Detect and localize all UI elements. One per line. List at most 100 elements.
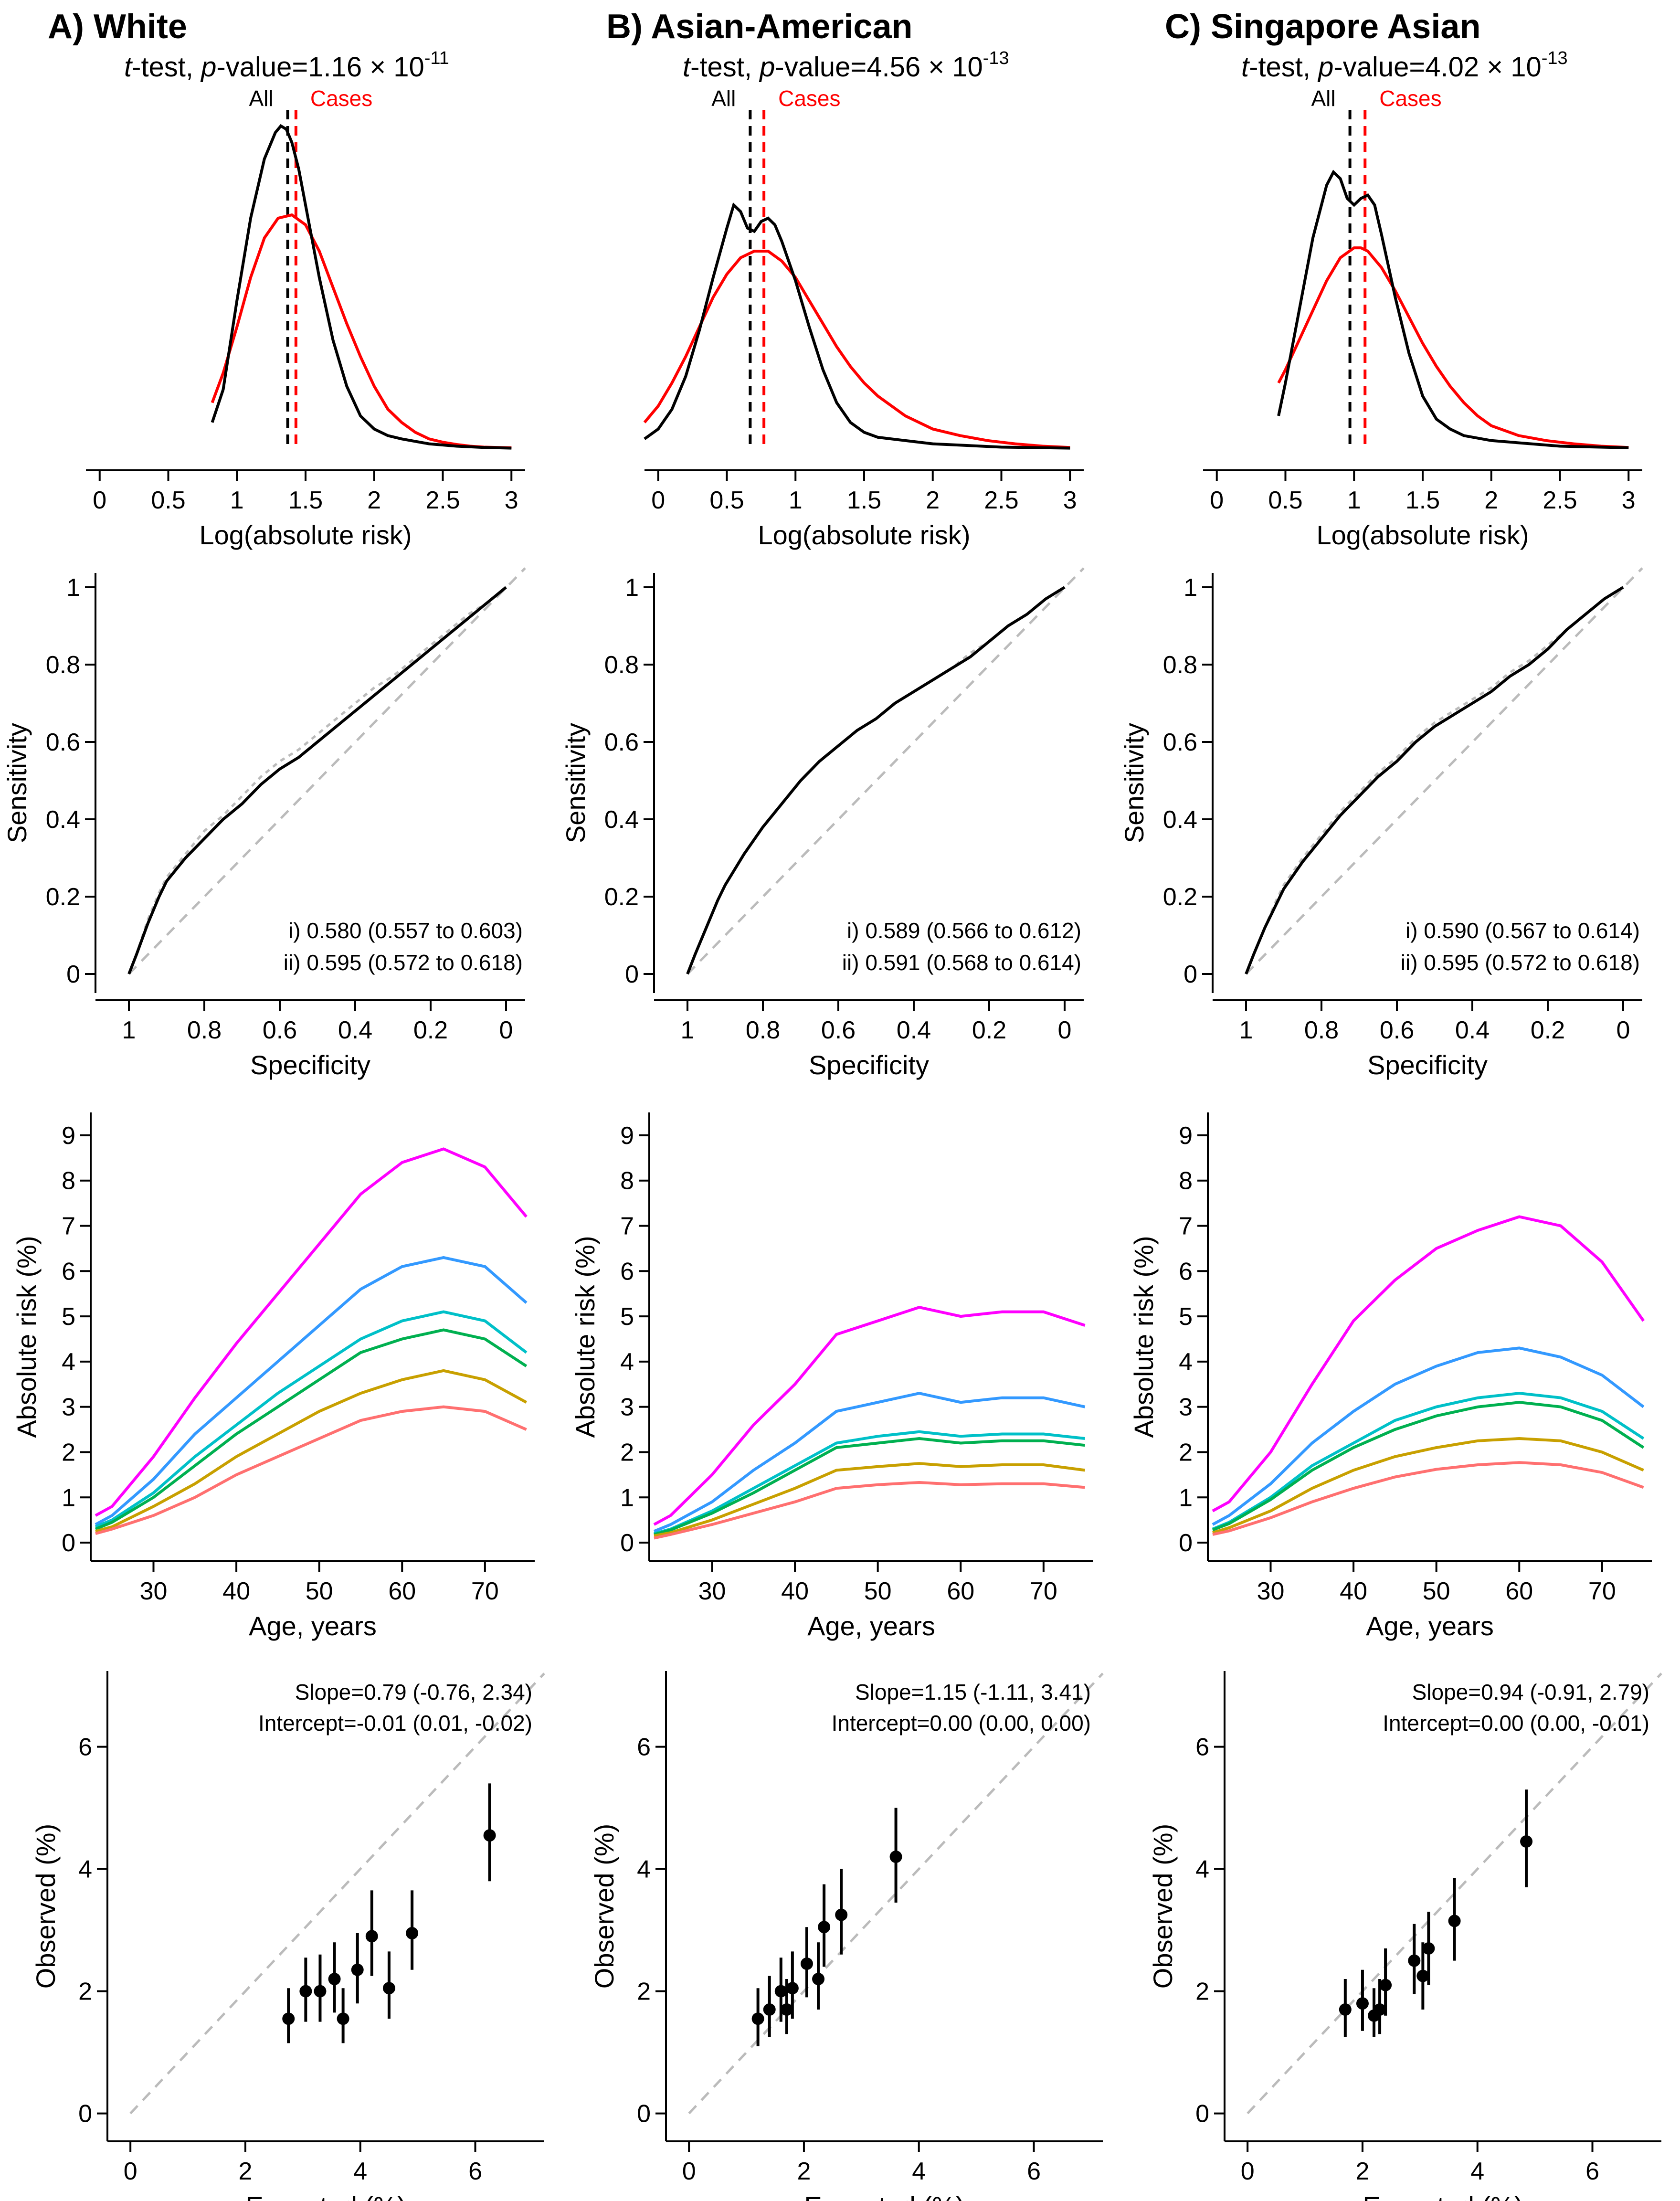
x-tick-label: 30 xyxy=(698,1577,726,1605)
x-axis-label: Log(absolute risk) xyxy=(1316,520,1529,550)
y-tick-label: 0.6 xyxy=(604,729,639,756)
y-tick-label: 8 xyxy=(62,1167,75,1195)
calibration-point xyxy=(774,1985,787,1998)
y-tick-label: 0.6 xyxy=(46,729,80,756)
x-tick-label: 0.5 xyxy=(151,487,185,514)
y-tick-label: 7 xyxy=(620,1213,634,1240)
ttest-part: -test, xyxy=(690,52,760,83)
y-tick-label: 0 xyxy=(620,1529,634,1557)
y-tick-label: 1 xyxy=(1179,1484,1193,1512)
x-tick-label: 3 xyxy=(505,487,518,514)
ttest-text: t-test, p-value=4.02 × 10-13 xyxy=(1241,48,1568,83)
y-axis-label: Sensitivity xyxy=(560,723,591,843)
y-axis-label: Observed (%) xyxy=(1148,1824,1178,1989)
x-axis-label: Specificity xyxy=(1367,1050,1488,1080)
risk-line-5 xyxy=(95,1369,528,1533)
x-tick-label: 0.6 xyxy=(1380,1016,1414,1044)
y-tick-label: 4 xyxy=(78,1856,92,1884)
x-axis-label: Age, years xyxy=(249,1611,377,1641)
roc-panel-1: i) 0.580 (0.557 to 0.603) ii) 0.595 (0.57… xyxy=(2,567,526,1080)
x-tick-label: 60 xyxy=(947,1577,974,1605)
roc-panel-3: i) 0.590 (0.567 to 0.614) ii) 0.595 (0.57… xyxy=(1119,567,1643,1080)
ttest-part: t xyxy=(683,52,692,83)
ttest-part: p xyxy=(759,52,775,83)
x-tick-label: 1 xyxy=(1239,1016,1253,1044)
y-tick-label: 9 xyxy=(620,1122,634,1150)
y-tick-label: 0 xyxy=(1195,2100,1209,2128)
y-tick-label: 6 xyxy=(78,1734,92,1761)
label-all: All xyxy=(711,86,736,111)
y-tick-label: 6 xyxy=(620,1258,634,1285)
x-tick-label: 0 xyxy=(682,2158,696,2185)
calibration-point xyxy=(812,1973,825,1985)
x-tick-label: 40 xyxy=(781,1577,809,1605)
roc-curve-i xyxy=(1245,586,1624,975)
calibration-point xyxy=(1422,1942,1435,1955)
risk-line-3 xyxy=(95,1310,528,1528)
calibration-point xyxy=(282,2012,295,2025)
roc-curve-i xyxy=(686,586,1066,975)
calibration-point xyxy=(1416,1969,1429,1982)
x-tick-label: 0.4 xyxy=(1455,1016,1490,1044)
y-axis-label: Sensitivity xyxy=(2,723,32,843)
y-tick-label: 0 xyxy=(1183,961,1197,988)
auc-label-i: i) 0.589 (0.566 to 0.612) xyxy=(847,918,1081,943)
calibration-point xyxy=(314,1985,327,1998)
calibration-point xyxy=(751,2012,764,2025)
x-tick-label: 0.2 xyxy=(972,1016,1006,1044)
y-tick-label: 1 xyxy=(620,1484,634,1512)
x-tick-label: 3 xyxy=(1063,487,1077,514)
ttest-exponent: -13 xyxy=(1542,48,1568,68)
risk-line-3 xyxy=(654,1430,1085,1535)
risk-line-5 xyxy=(654,1462,1085,1537)
x-tick-label: 1.5 xyxy=(1405,487,1440,514)
y-tick-label: 0.6 xyxy=(1163,729,1197,756)
density-curve-cases xyxy=(1277,246,1629,449)
risk-line-2 xyxy=(653,1392,1086,1533)
y-tick-label: 0.4 xyxy=(1163,806,1197,834)
ttest-part: -value=1.16 × 10 xyxy=(216,52,424,83)
x-axis-label: Age, years xyxy=(807,1611,935,1641)
label-cases: Cases xyxy=(1379,86,1441,111)
intercept-label: Intercept=0.00 (0.00, 0.00) xyxy=(832,1711,1091,1735)
calibration-point xyxy=(786,1982,799,1995)
calibration-point xyxy=(1520,1835,1533,1848)
y-tick-label: 4 xyxy=(1195,1856,1209,1884)
risk-line-6 xyxy=(654,1481,1085,1540)
slope-label: Slope=0.79 (-0.76, 2.34) xyxy=(295,1680,532,1704)
x-tick-label: 0.4 xyxy=(897,1016,931,1044)
y-tick-label: 1 xyxy=(625,574,639,602)
y-tick-label: 7 xyxy=(62,1213,75,1240)
x-tick-label: 0 xyxy=(651,487,665,514)
x-tick-label: 0 xyxy=(1058,1016,1072,1044)
risk-line-1 xyxy=(1212,1215,1645,1513)
density-curve-cases xyxy=(211,213,512,449)
y-tick-label: 4 xyxy=(62,1348,75,1376)
ttest-part: p xyxy=(1317,52,1333,83)
y-tick-label: 8 xyxy=(620,1167,634,1195)
risk-panel-2: 0 1 2 3 4 5 6 7 8 9 Absolute risk (%) 30 40 50 60 70 Age… xyxy=(570,1112,1093,1641)
x-tick-label: 0 xyxy=(124,2158,137,2185)
y-tick-label: 1 xyxy=(66,574,80,602)
y-tick-label: 0 xyxy=(62,1529,75,1557)
density-curve-all xyxy=(644,202,1070,450)
risk-line-4 xyxy=(654,1437,1085,1536)
calibration-point xyxy=(382,1982,395,1995)
label-cases: Cases xyxy=(310,86,372,111)
auc-label-ii: ii) 0.591 (0.568 to 0.614) xyxy=(842,950,1081,975)
x-tick-label: 6 xyxy=(1585,2158,1599,2185)
column-title: C) Singapore Asian xyxy=(1165,8,1480,46)
ttest-part: -test, xyxy=(132,52,201,83)
y-tick-label: 9 xyxy=(1179,1122,1193,1150)
y-tick-label: 7 xyxy=(1179,1213,1193,1240)
risk-panel-1: 0 1 2 3 4 5 6 7 8 9 Absolute risk (%) 30 40 50 60 70 Age… xyxy=(11,1112,535,1641)
x-tick-label: 60 xyxy=(388,1577,416,1605)
x-tick-label: 2 xyxy=(238,2158,252,2185)
calibration-point xyxy=(483,1829,496,1842)
y-axis-label: Sensitivity xyxy=(1119,723,1149,843)
x-axis-label: Expected (%) xyxy=(245,2191,406,2201)
y-axis-label: Absolute risk (%) xyxy=(1129,1236,1159,1438)
y-tick-label: 0.2 xyxy=(1163,883,1197,911)
